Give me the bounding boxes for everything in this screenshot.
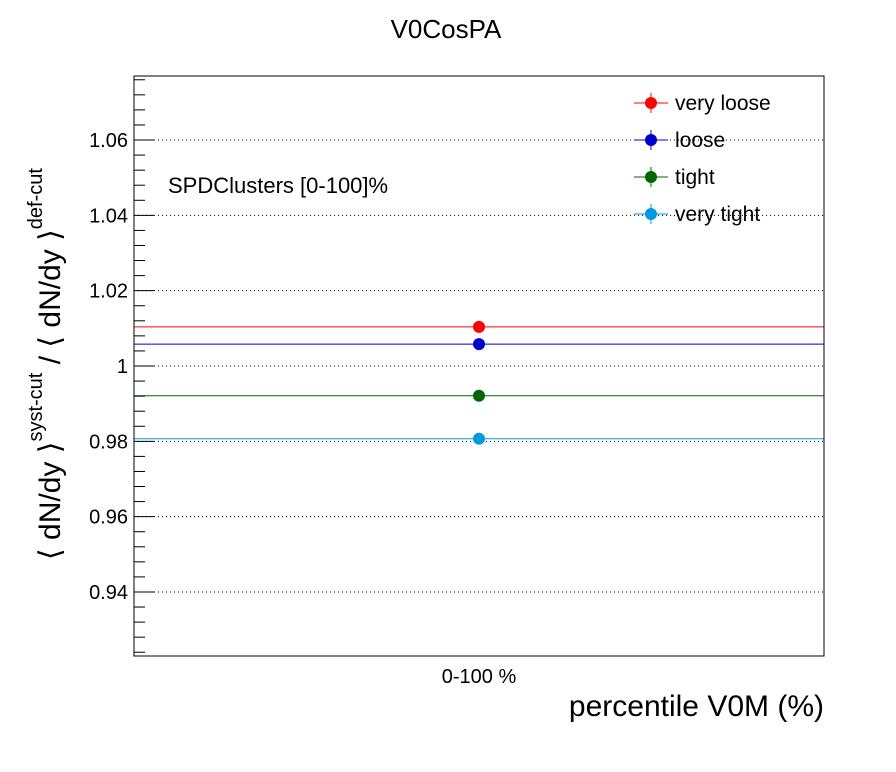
- data-point: [473, 320, 485, 333]
- y-tick-label: 1.04: [89, 205, 128, 227]
- x-axis-label: percentile V0M (%): [569, 690, 824, 723]
- x-tick-labels: 0-100 %: [442, 666, 517, 688]
- y-tick-label: 1.02: [89, 281, 128, 303]
- legend-label: very loose: [675, 92, 771, 115]
- y-axis-label-part-1: ⟨ dN/dy ⟩: [34, 442, 67, 560]
- data-point: [473, 389, 485, 402]
- y-axis-label-superscript-2: def-cut: [25, 168, 47, 230]
- legend-marker: [645, 208, 657, 220]
- legend: very loose loose tight very tight: [634, 92, 771, 226]
- axis-ticks-layer: [134, 79, 154, 653]
- data-point: [473, 432, 485, 445]
- x-tick-label: 0-100 %: [442, 666, 517, 688]
- y-axis-label-part-2: / ⟨ dN/dy ⟩: [34, 229, 67, 372]
- series-points-layer: [473, 320, 485, 445]
- legend-label: tight: [675, 166, 715, 189]
- chart-title: V0CosPA: [391, 14, 502, 44]
- legend-label: loose: [675, 129, 725, 152]
- legend-marker: [645, 134, 657, 146]
- data-point: [473, 338, 485, 351]
- legend-label: very tight: [675, 203, 760, 226]
- legend-marker: [645, 171, 657, 183]
- y-axis-label-superscript-1: syst-cut: [25, 372, 47, 441]
- y-tick-label: 1.06: [89, 130, 128, 152]
- y-axis-label: ⟨ dN/dy ⟩syst-cut / ⟨ dN/dy ⟩def-cut: [25, 168, 67, 560]
- y-tick-label: 0.98: [89, 431, 128, 453]
- y-tick-labels: 0.94 0.96 0.98 1 1.02 1.04 1.06: [89, 130, 128, 604]
- y-tick-label: 0.94: [89, 582, 128, 604]
- y-tick-label: 1: [117, 356, 128, 378]
- legend-marker: [645, 97, 657, 109]
- annotation-text: SPDClusters [0-100]%: [168, 173, 388, 198]
- y-tick-label: 0.96: [89, 507, 128, 529]
